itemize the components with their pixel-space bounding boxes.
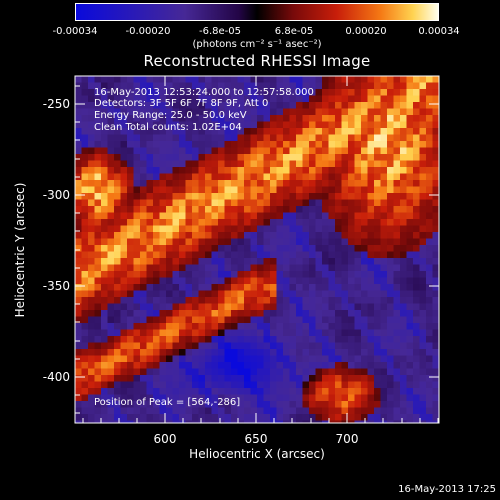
colorbar-tick-label: -6.8e-05 xyxy=(199,26,241,37)
annotation-time-range: 16-May-2013 12:53:24.000 to 12:57:58.000 xyxy=(94,87,314,98)
annotation-energy-range: Energy Range: 25.0 - 50.0 keV xyxy=(94,110,247,121)
y-tick-label: -300 xyxy=(42,188,70,202)
annotation-detectors: Detectors: 3F 5F 6F 7F 8F 9F, Att 0 xyxy=(94,98,269,109)
colorbar-tick-label: -0.00020 xyxy=(125,26,171,37)
x-tick-label: 700 xyxy=(335,432,359,446)
x-tick-label: 650 xyxy=(244,432,268,446)
colorbar-tick-label: 0.00020 xyxy=(345,26,387,37)
annotation-clean-counts: Clean Total counts: 1.02E+04 xyxy=(94,122,242,133)
colorbar-units: (photons cm⁻² s⁻¹ asec⁻²) xyxy=(192,39,322,50)
plot-title: Reconstructed RHESSI Image xyxy=(143,52,371,70)
colorbar-tick-label: 0.00034 xyxy=(418,26,460,37)
x-axis-label: Heliocentric X (arcsec) xyxy=(189,447,325,461)
colorbar-gradient xyxy=(75,3,439,21)
colorbar-tick-label: -0.00034 xyxy=(52,26,98,37)
rhessi-image-pixels xyxy=(75,76,439,423)
y-tick-label: -350 xyxy=(42,279,70,293)
rhessi-image-map xyxy=(75,76,439,423)
y-axis-label: Heliocentric Y (arcsec) xyxy=(13,182,27,318)
colorbar-tick-label: 6.8e-05 xyxy=(274,26,314,37)
y-tick-label: -250 xyxy=(42,97,70,111)
axis-ticks xyxy=(75,76,439,423)
x-tick-label: 600 xyxy=(153,432,177,446)
annotation-peak-position: Position of Peak = [564,-286] xyxy=(94,397,241,408)
footer-timestamp: 16-May-2013 17:25 xyxy=(398,484,496,495)
y-tick-label: -400 xyxy=(42,370,70,384)
colorbar xyxy=(75,3,439,21)
